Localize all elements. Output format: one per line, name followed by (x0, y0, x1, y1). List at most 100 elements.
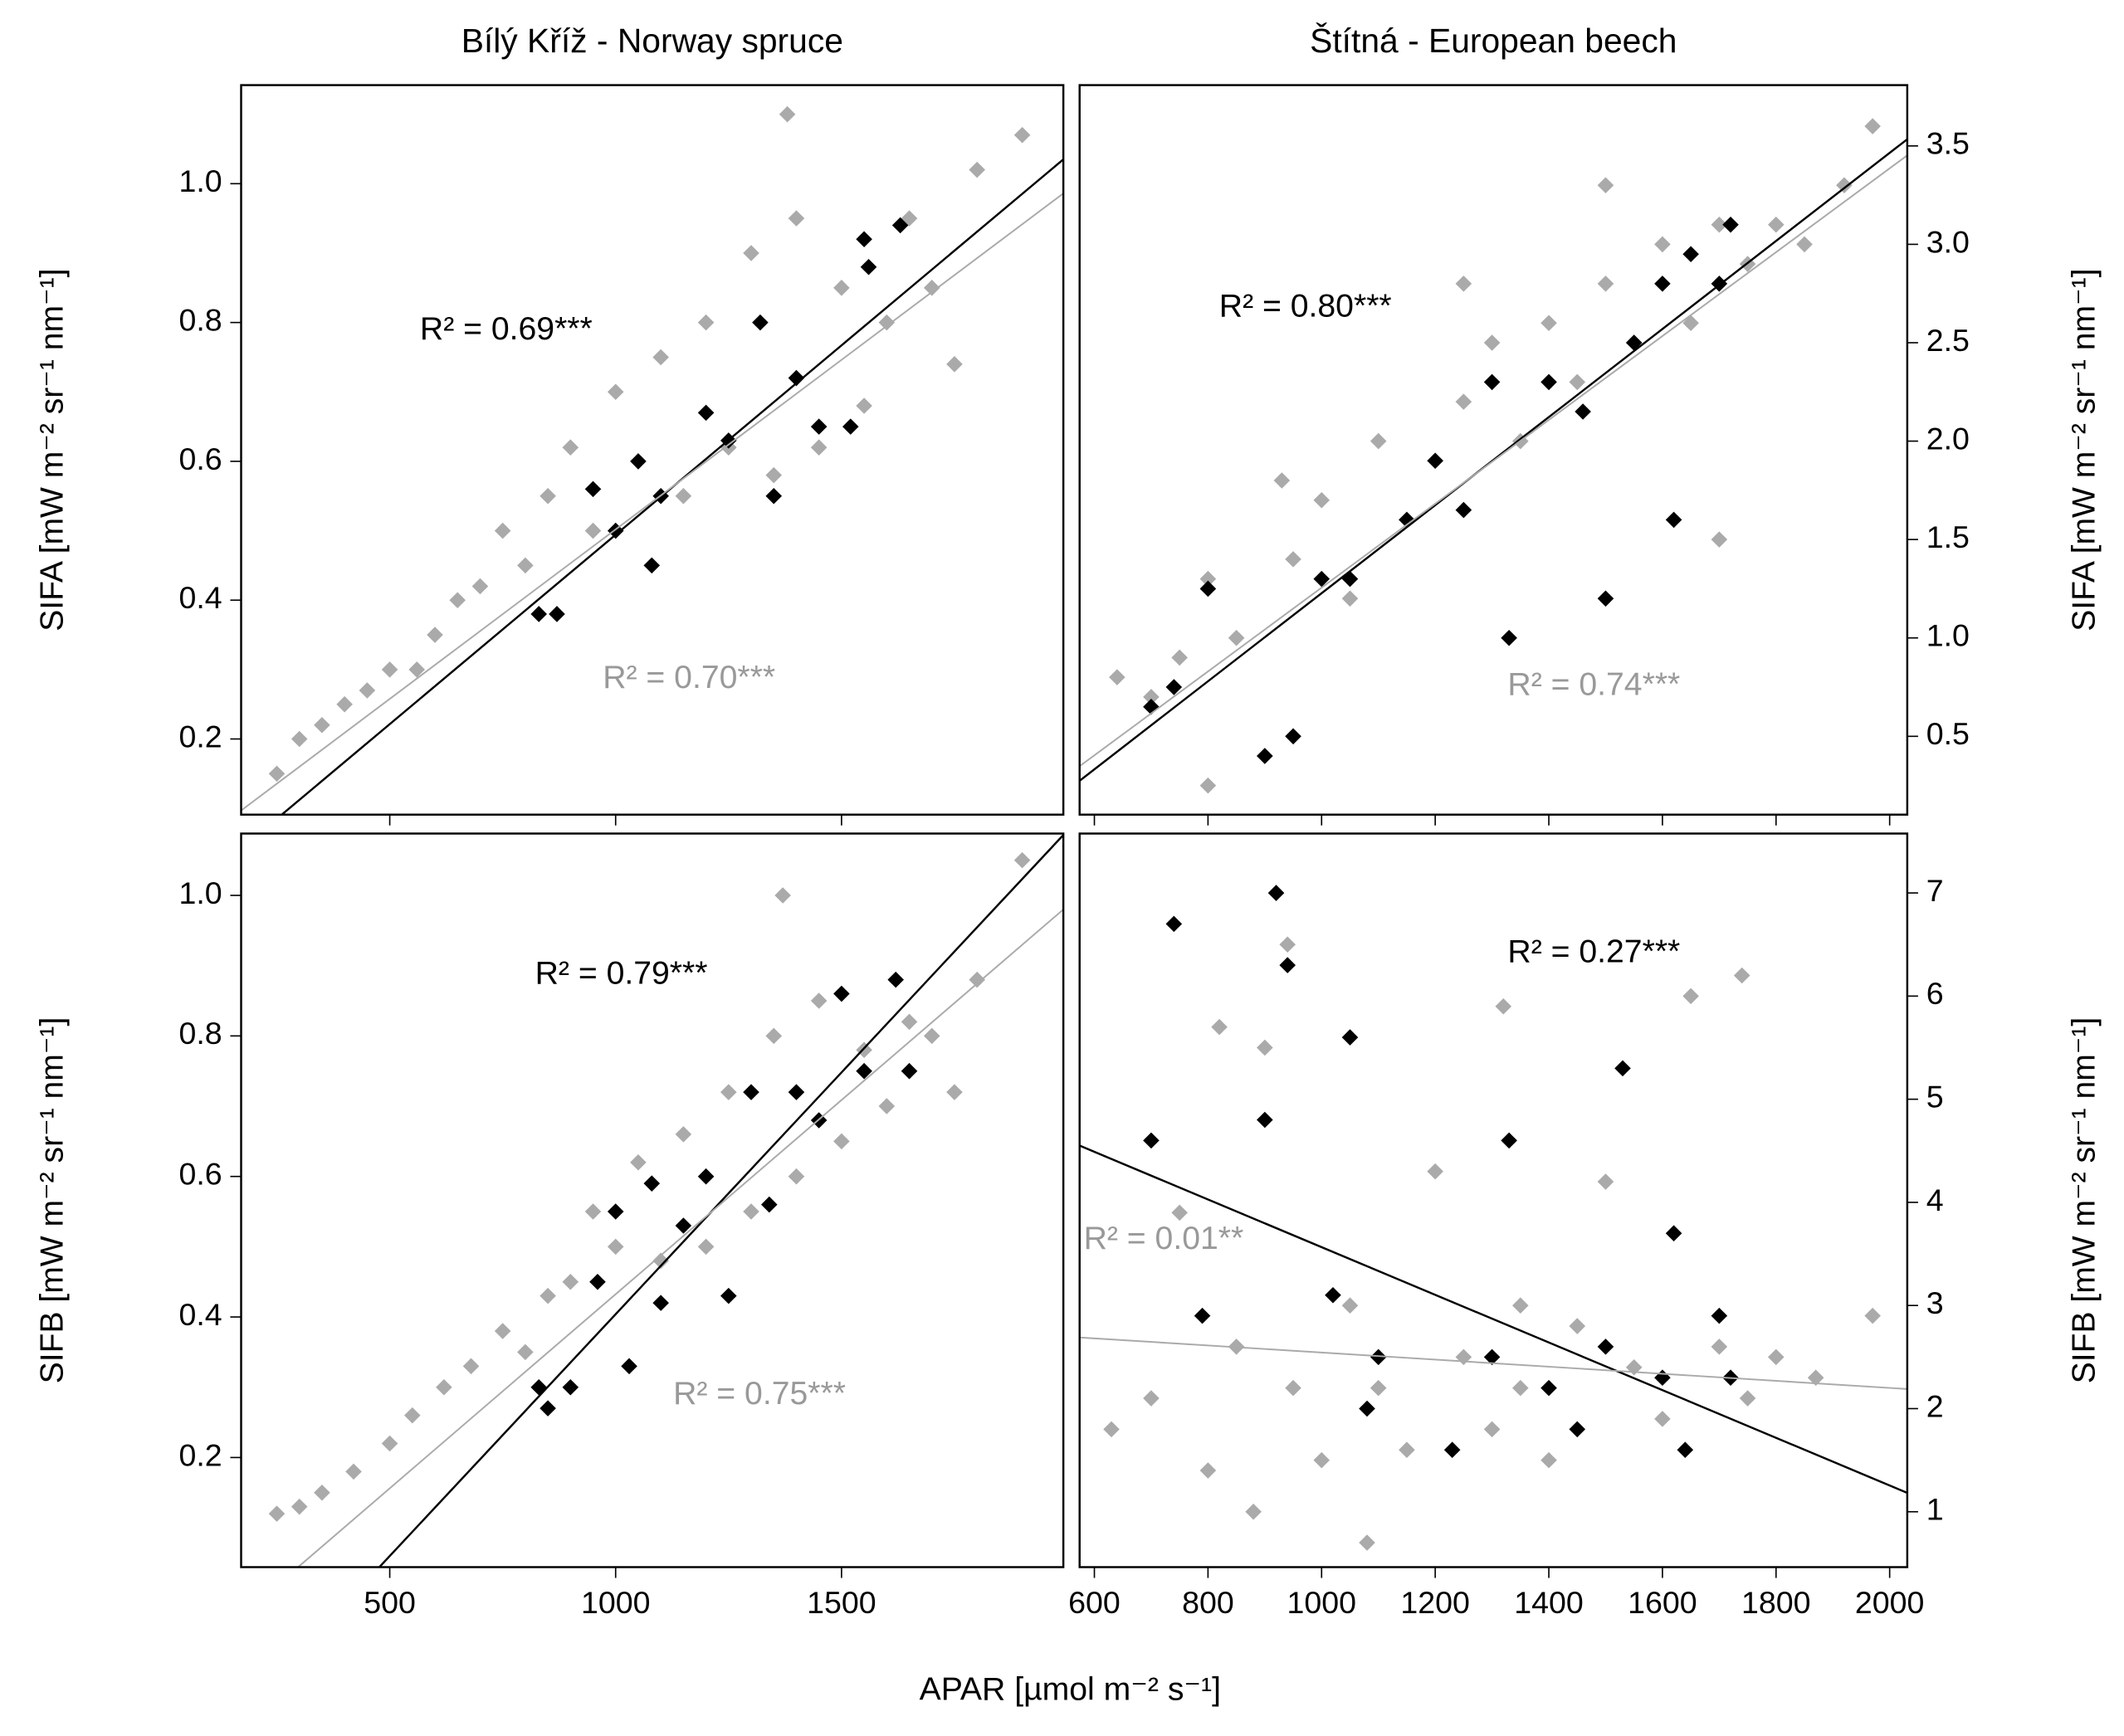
point (1665, 511, 1682, 529)
point (1575, 403, 1591, 420)
point (359, 682, 376, 699)
point (630, 1153, 647, 1171)
point (1171, 1204, 1188, 1222)
point (652, 1295, 669, 1311)
point (1279, 936, 1296, 953)
point (675, 1126, 692, 1143)
plot-frame (240, 832, 1065, 1568)
point (268, 1505, 286, 1522)
point (887, 971, 904, 988)
point (1597, 1339, 1614, 1355)
y-tick-label: 3.0 (1926, 224, 1970, 259)
y-axis-label: SIFB [mW m⁻² sr⁻¹ nm⁻¹] (2067, 1017, 2102, 1384)
point (1682, 315, 1699, 332)
y-axis-label: SIFA [mW m⁻² sr⁻¹ nm⁻¹] (2067, 268, 2102, 631)
point (1483, 334, 1501, 351)
panel-title: Štítná - European beech (1310, 22, 1677, 60)
y-tick-label: 0.5 (1926, 716, 1970, 751)
y-tick-label: 1.0 (178, 163, 222, 198)
y-axis-label: SIFA [mW m⁻² sr⁻¹ nm⁻¹] (35, 268, 71, 631)
point (810, 992, 828, 1009)
point (530, 1378, 547, 1396)
point (540, 487, 556, 505)
point (1722, 216, 1739, 233)
point (1313, 491, 1331, 509)
fit-line (297, 909, 1064, 1568)
point (1273, 472, 1291, 489)
point (760, 1196, 778, 1213)
point (1267, 885, 1285, 901)
point (1483, 1421, 1501, 1438)
y-tick-label: 0.6 (178, 1157, 222, 1192)
x-tick-label: 1500 (807, 1585, 876, 1620)
point (720, 1084, 737, 1100)
point (833, 1133, 850, 1150)
point (1228, 629, 1245, 646)
y-axis-label: SIFB [mW m⁻² sr⁻¹ nm⁻¹] (35, 1017, 71, 1384)
x-tick-label: 600 (1068, 1585, 1121, 1620)
r2-annotation: R² = 0.75*** (673, 1376, 846, 1412)
point (1341, 590, 1359, 607)
point (1711, 531, 1728, 548)
point (1341, 570, 1359, 588)
point (1443, 1441, 1461, 1458)
point (1541, 315, 1557, 332)
point (517, 1343, 534, 1361)
point (381, 661, 398, 678)
x-tick-label: 800 (1182, 1585, 1234, 1620)
point (765, 487, 783, 505)
plot-area (1079, 118, 1907, 794)
x-tick-label: 1000 (581, 1585, 650, 1620)
point (1512, 1297, 1529, 1314)
point (1796, 236, 1813, 253)
point (765, 1027, 783, 1045)
point (314, 1484, 330, 1501)
point (1143, 1390, 1160, 1407)
point (314, 717, 330, 734)
point (652, 349, 669, 366)
point (1279, 957, 1296, 973)
point (584, 1203, 602, 1220)
point (901, 1062, 918, 1080)
y-tick-label: 7 (1926, 873, 1944, 908)
plot-frame (240, 84, 1065, 816)
plot-area (268, 834, 1064, 1568)
point (1427, 1163, 1443, 1180)
point (1654, 276, 1671, 292)
point (1836, 177, 1853, 194)
point (1359, 1534, 1375, 1551)
point (1864, 1307, 1881, 1324)
point (774, 887, 791, 904)
point (1257, 1039, 1273, 1056)
point (1597, 1173, 1614, 1190)
fit-line (378, 834, 1064, 1568)
point (923, 280, 940, 296)
point (607, 383, 624, 401)
point (946, 356, 963, 373)
y-tick-label: 0.8 (178, 1016, 222, 1051)
point (1654, 1369, 1671, 1386)
y-tick-label: 1 (1926, 1492, 1944, 1527)
point (1285, 1379, 1301, 1397)
point (1285, 551, 1301, 568)
r2-annotation: R² = 0.70*** (603, 660, 775, 695)
point (549, 606, 565, 622)
point (810, 439, 828, 456)
point (1165, 915, 1183, 933)
y-tick-label: 2 (1926, 1388, 1944, 1423)
point (743, 245, 759, 261)
point (788, 369, 805, 387)
point (562, 439, 579, 456)
point (381, 1435, 398, 1452)
point (1483, 1348, 1501, 1366)
point (517, 557, 534, 574)
x-tick-label: 1000 (1287, 1585, 1356, 1620)
point (621, 1358, 637, 1375)
point (1677, 1441, 1694, 1458)
point (923, 1027, 940, 1045)
fit-line (241, 193, 1064, 812)
y-tick-label: 5 (1926, 1080, 1944, 1114)
point (1257, 748, 1273, 764)
point (1614, 1060, 1631, 1077)
point (901, 1013, 918, 1031)
